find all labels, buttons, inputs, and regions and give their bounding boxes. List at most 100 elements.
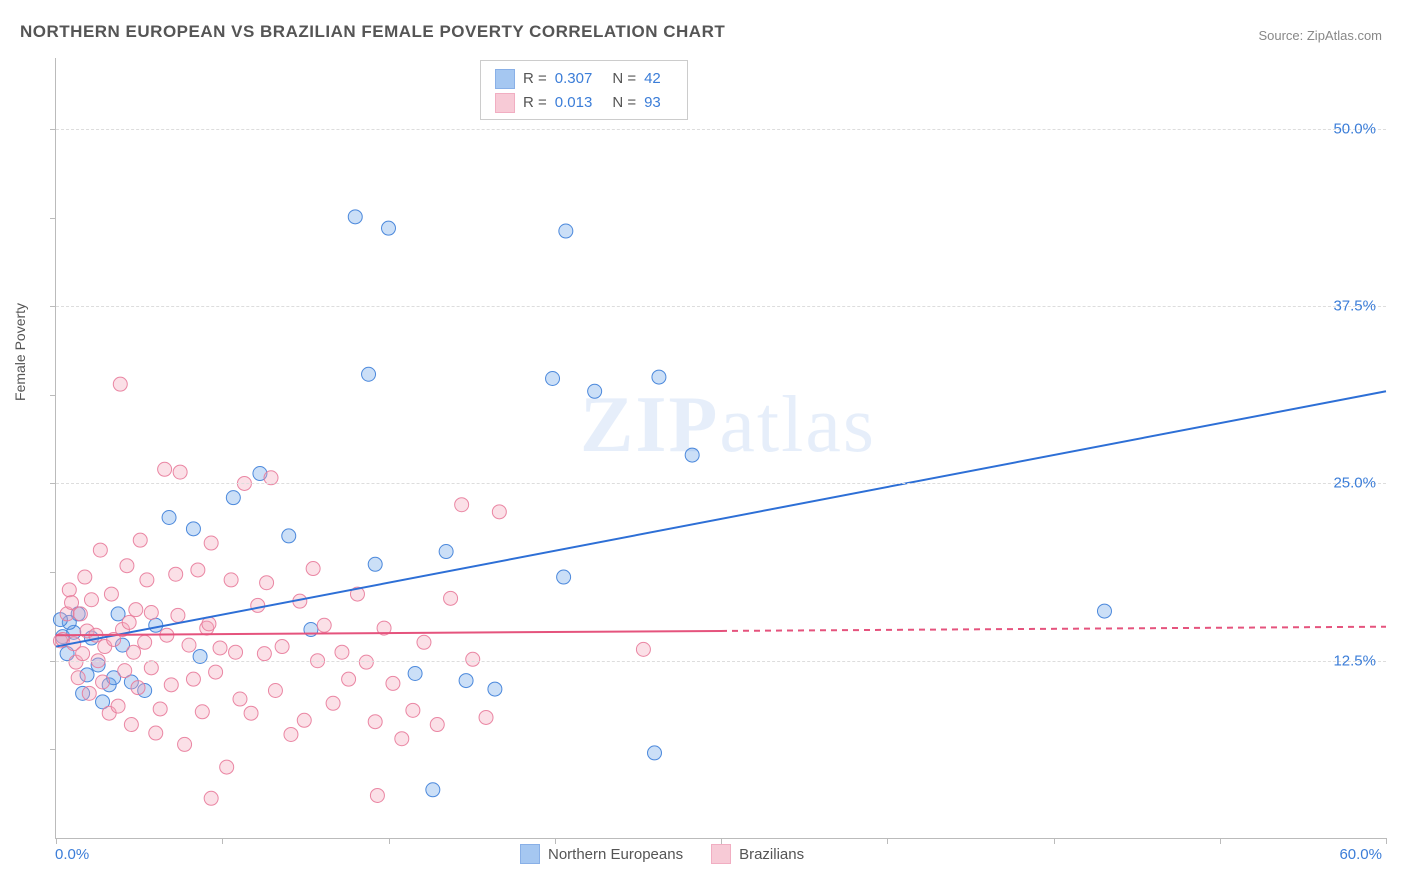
y-tick-label: 37.5% [1333,298,1376,315]
data-point [408,666,422,680]
data-point [153,702,167,716]
data-point [173,465,187,479]
data-point [479,710,493,724]
data-point [368,715,382,729]
data-point [229,645,243,659]
legend-n-value: 42 [644,67,661,91]
legend-series-item: Brazilians [711,844,804,864]
legend-series-label: Northern Europeans [548,846,683,863]
legend-stats-box: R =0.307N =42R =0.013N =93 [480,60,688,120]
data-point [368,557,382,571]
legend-series: Northern Europeans Brazilians [520,844,804,864]
data-point [213,641,227,655]
data-point [326,696,340,710]
data-point [76,647,90,661]
data-point [96,675,110,689]
legend-swatch [495,69,515,89]
y-tick [50,483,56,484]
y-minor-tick [50,218,56,219]
data-point [138,635,152,649]
x-tick [389,838,390,844]
data-point [169,567,183,581]
data-point [335,645,349,659]
legend-n-value: 93 [644,91,661,115]
data-point [685,448,699,462]
data-point [120,559,134,573]
data-point [226,491,240,505]
data-point [178,737,192,751]
data-point [220,760,234,774]
data-point [297,713,311,727]
data-point [84,593,98,607]
data-point [386,676,400,690]
data-point [557,570,571,584]
data-point [588,384,602,398]
data-point [164,678,178,692]
chart-plot-area: 12.5%25.0%37.5%50.0% [55,58,1386,839]
data-point [127,645,141,659]
x-axis-max-label: 60.0% [1339,846,1382,863]
data-point [342,672,356,686]
x-tick [1386,838,1387,844]
data-point [244,706,258,720]
data-point [251,598,265,612]
data-point [260,576,274,590]
data-point [129,603,143,617]
data-point [204,536,218,550]
legend-n-label: N = [612,67,636,91]
trend-line [56,391,1386,646]
data-point [275,640,289,654]
data-point [359,655,373,669]
y-tick-label: 25.0% [1333,475,1376,492]
data-point [111,699,125,713]
x-tick [56,838,57,844]
data-point [382,221,396,235]
data-point [204,791,218,805]
x-tick [1054,838,1055,844]
data-point [104,587,118,601]
y-tick [50,661,56,662]
data-point [124,718,138,732]
data-point [224,573,238,587]
trend-line-dashed [721,627,1386,631]
data-point [417,635,431,649]
data-point [317,618,331,632]
data-point [131,681,145,695]
legend-r-label: R = [523,67,547,91]
scatter-svg [56,58,1386,838]
data-point [362,367,376,381]
data-point [284,727,298,741]
data-point [62,583,76,597]
y-axis-title: Female Poverty [12,303,28,401]
data-point [370,788,384,802]
data-point [140,573,154,587]
data-point [71,671,85,685]
data-point [652,370,666,384]
data-point [492,505,506,519]
legend-stat-row: R =0.307N =42 [495,67,673,91]
data-point [648,746,662,760]
y-minor-tick [50,749,56,750]
data-point [233,692,247,706]
data-point [455,498,469,512]
data-point [122,615,136,629]
data-point [133,533,147,547]
y-minor-tick [50,572,56,573]
data-point [149,726,163,740]
legend-series-item: Northern Europeans [520,844,683,864]
data-point [257,647,271,661]
data-point [158,462,172,476]
legend-n-label: N = [612,91,636,115]
data-point [73,607,87,621]
data-point [82,686,96,700]
y-minor-tick [50,395,56,396]
data-point [348,210,362,224]
data-point [162,510,176,524]
y-tick [50,306,56,307]
legend-swatch [495,93,515,113]
data-point [65,596,79,610]
gridline [56,129,1386,130]
x-tick [1220,838,1221,844]
data-point [78,570,92,584]
source-label: Source: ZipAtlas.com [1258,28,1382,43]
